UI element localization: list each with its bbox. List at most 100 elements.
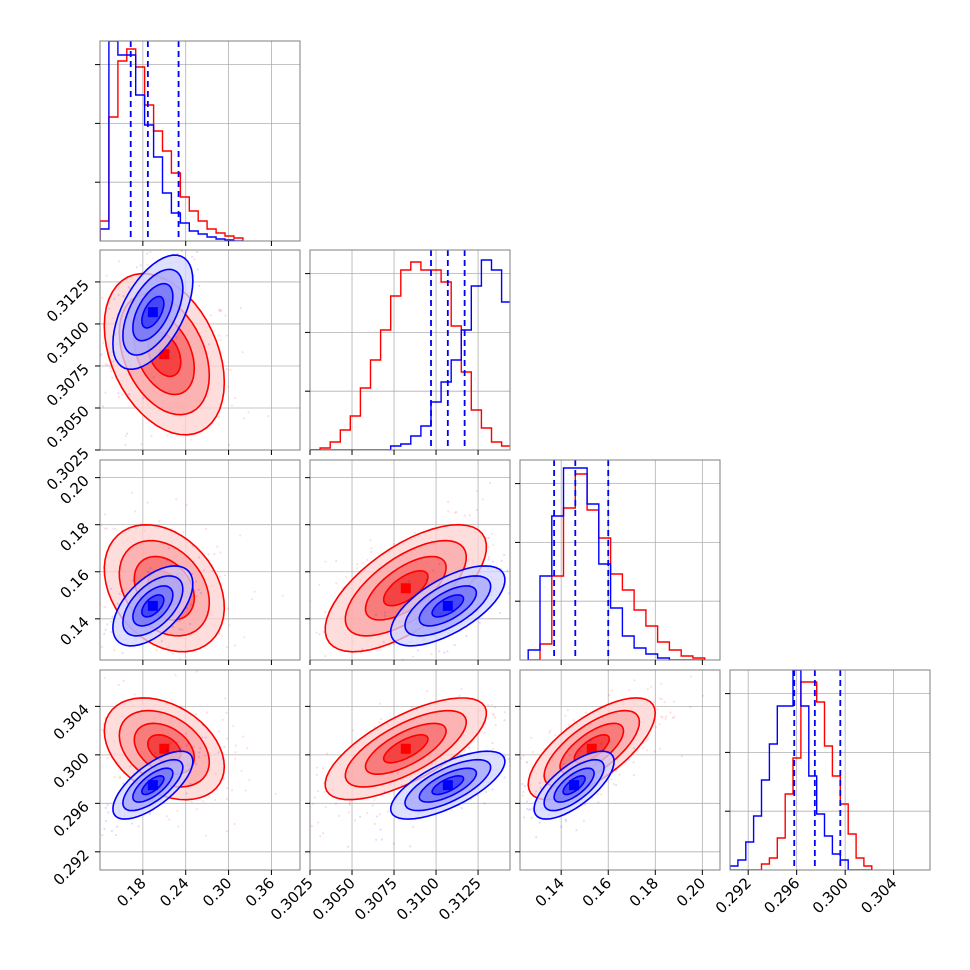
sample-point bbox=[335, 582, 338, 585]
sample-point bbox=[514, 569, 516, 571]
sample-point bbox=[190, 664, 192, 666]
sample-point bbox=[120, 590, 123, 593]
sample-point bbox=[198, 556, 201, 559]
sample-point bbox=[608, 694, 611, 697]
sample-point bbox=[218, 633, 221, 636]
sample-point bbox=[443, 651, 446, 654]
sample-point bbox=[311, 802, 315, 806]
sample-point bbox=[197, 755, 201, 758]
histogram-blue bbox=[730, 670, 872, 870]
sample-point bbox=[178, 628, 181, 631]
sample-point bbox=[348, 800, 352, 803]
sample-point bbox=[219, 663, 221, 665]
panel-frame bbox=[729, 669, 931, 871]
sample-point bbox=[101, 834, 104, 837]
y-tick-label: 0.3075 bbox=[43, 360, 93, 410]
panel-plot-area bbox=[79, 460, 300, 682]
sample-point bbox=[458, 694, 461, 697]
sample-point bbox=[323, 610, 327, 614]
sample-point bbox=[239, 306, 242, 310]
sample-point bbox=[104, 820, 107, 823]
sample-point bbox=[513, 560, 515, 562]
sample-point bbox=[159, 356, 162, 359]
histogram-red bbox=[730, 681, 873, 870]
histogram-blue bbox=[527, 467, 705, 660]
sample-point bbox=[336, 666, 338, 668]
sample-point bbox=[121, 651, 124, 655]
sample-point bbox=[492, 712, 495, 716]
sample-point bbox=[371, 804, 374, 807]
sample-point bbox=[316, 789, 320, 793]
sample-point bbox=[104, 662, 106, 664]
sample-point bbox=[501, 801, 503, 803]
sample-point bbox=[535, 836, 538, 839]
sample-point bbox=[92, 390, 94, 392]
sample-point bbox=[526, 761, 529, 764]
sample-point bbox=[93, 711, 95, 713]
sample-point bbox=[195, 580, 198, 583]
sample-point bbox=[503, 711, 507, 714]
sample-point bbox=[438, 650, 441, 653]
sample-point bbox=[545, 566, 547, 568]
sample-point bbox=[109, 587, 113, 590]
sample-point bbox=[191, 255, 194, 258]
sample-point bbox=[250, 597, 254, 601]
sample-point bbox=[600, 793, 603, 796]
sample-point bbox=[217, 308, 221, 311]
sample-point bbox=[111, 376, 114, 379]
sample-point bbox=[193, 750, 196, 753]
sample-point bbox=[197, 467, 199, 469]
sample-point bbox=[195, 667, 197, 669]
sample-point bbox=[225, 830, 228, 833]
sample-point bbox=[360, 652, 363, 655]
density-peak bbox=[586, 743, 597, 754]
sample-point bbox=[165, 815, 169, 818]
sample-point bbox=[230, 789, 234, 792]
sample-point bbox=[680, 755, 683, 758]
sample-point bbox=[353, 819, 357, 822]
histogram-red bbox=[528, 473, 706, 660]
sample-point bbox=[438, 562, 441, 566]
sample-point bbox=[531, 807, 534, 810]
sample-point bbox=[161, 245, 163, 247]
sample-point bbox=[195, 670, 198, 673]
sample-point bbox=[579, 749, 582, 753]
sample-point bbox=[224, 574, 227, 577]
sample-point bbox=[324, 560, 327, 563]
hist-panel-3 bbox=[725, 669, 931, 871]
sample-point bbox=[465, 634, 468, 638]
sample-point bbox=[199, 747, 202, 750]
sample-point bbox=[522, 769, 524, 771]
sample-point bbox=[105, 274, 108, 277]
density-peak bbox=[147, 600, 158, 611]
sample-point bbox=[564, 714, 567, 717]
sample-point bbox=[611, 771, 614, 774]
sample-point bbox=[373, 798, 376, 802]
sample-point bbox=[171, 625, 175, 628]
sample-point bbox=[511, 790, 513, 792]
panel-frame bbox=[99, 669, 301, 871]
sample-point bbox=[79, 640, 81, 642]
sample-point bbox=[116, 602, 119, 605]
sample-point bbox=[185, 503, 188, 507]
sample-point bbox=[324, 806, 327, 809]
y-tick-label: 0.18 bbox=[56, 519, 92, 555]
sample-point bbox=[113, 649, 116, 652]
sample-point bbox=[149, 566, 152, 570]
sample-point bbox=[219, 309, 223, 313]
sample-point bbox=[147, 570, 151, 574]
sample-point bbox=[650, 685, 653, 688]
sample-point bbox=[205, 711, 208, 714]
sample-point bbox=[175, 498, 178, 501]
panel-2-1 bbox=[309, 459, 547, 668]
sample-point bbox=[198, 751, 201, 754]
sample-point bbox=[447, 510, 450, 513]
sample-point bbox=[589, 740, 592, 743]
sample-point bbox=[646, 737, 649, 740]
sample-point bbox=[380, 717, 383, 721]
sample-point bbox=[118, 776, 121, 780]
sample-point bbox=[660, 682, 663, 685]
sample-point bbox=[166, 680, 168, 682]
sample-point bbox=[560, 825, 563, 828]
sample-point bbox=[122, 679, 125, 683]
